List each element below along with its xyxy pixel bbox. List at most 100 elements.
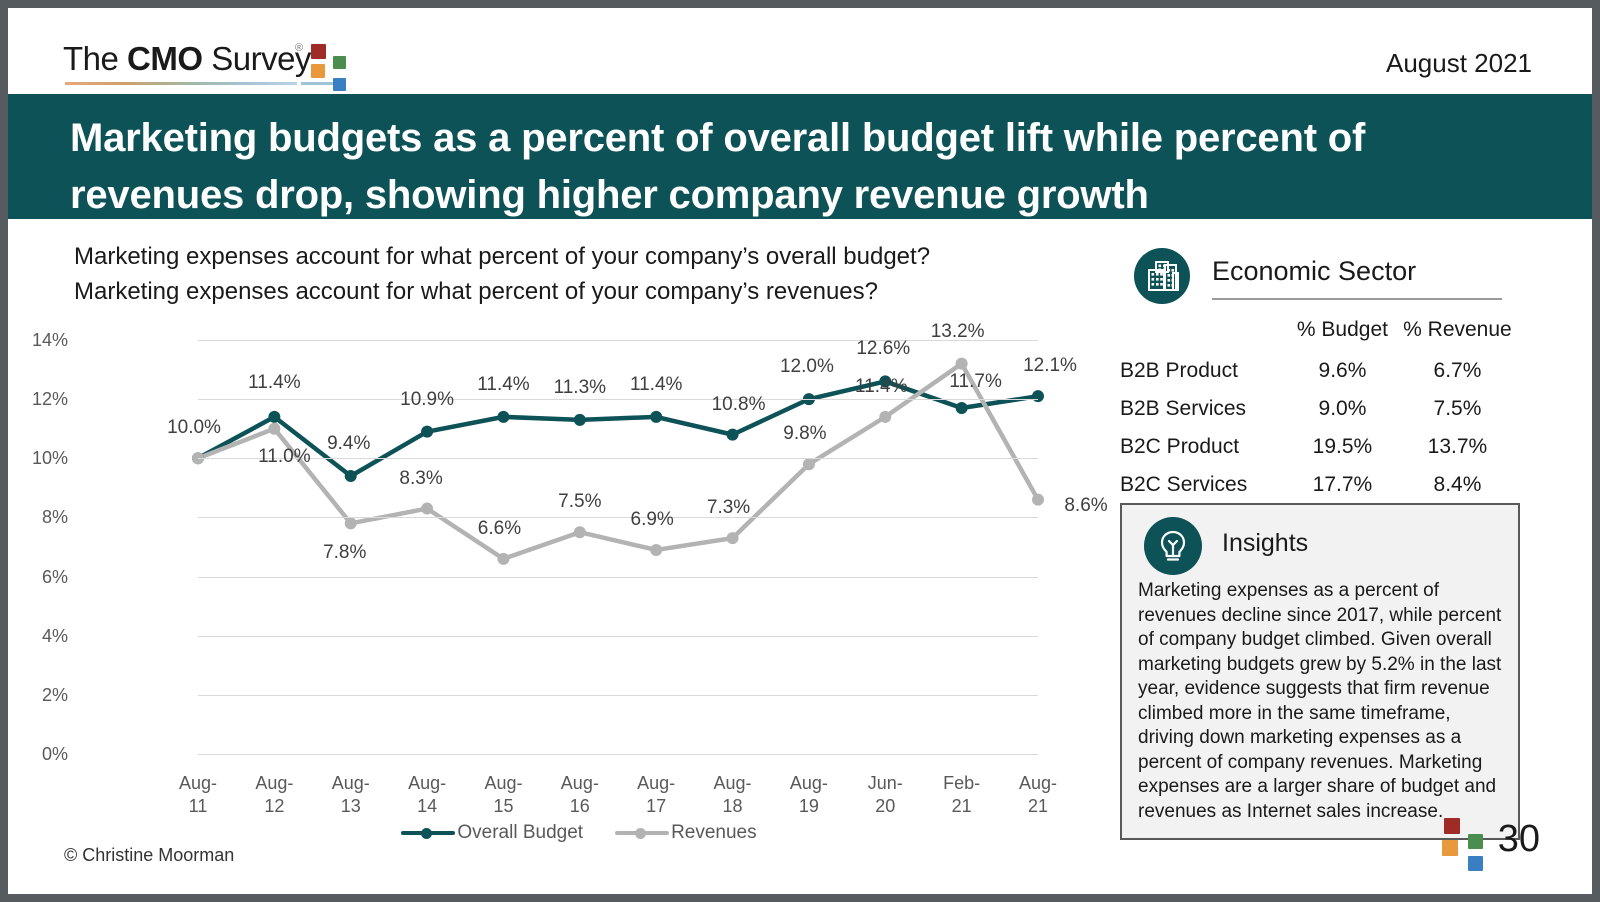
lightbulb-icon: [1144, 517, 1202, 575]
sector-row-budget: 17.7%: [1312, 473, 1373, 496]
logo-survey: Survey: [202, 40, 311, 77]
data-point-marker: [879, 375, 892, 388]
data-point-marker: [268, 410, 281, 423]
sector-row-budget: 9.0%: [1318, 397, 1367, 420]
legend-item[interactable]: Overall Budget: [401, 822, 583, 844]
data-point-marker: [497, 552, 510, 565]
chart-series-svg: [192, 357, 1044, 565]
legend-label: Overall Budget: [457, 822, 584, 843]
data-point-label: 10.9%: [400, 388, 455, 410]
x-axis-tick-line: Aug-: [560, 773, 599, 793]
x-axis-tick-label: Aug- 11: [163, 772, 233, 819]
data-point-marker: [955, 402, 968, 415]
y-axis-tick-label: 14%: [31, 330, 68, 350]
data-point-marker: [268, 422, 281, 435]
data-point-label: 13.2%: [930, 320, 985, 342]
economic-sector-title: Economic Sector: [1212, 256, 1417, 286]
data-point-label: 11.7%: [949, 371, 1002, 392]
data-point-marker: [1032, 493, 1044, 506]
legend-item[interactable]: Revenues: [615, 822, 757, 844]
chart-plot-area: [192, 340, 1044, 755]
x-axis-tick-line: 19: [798, 796, 819, 817]
page-number: 30: [1497, 818, 1540, 860]
y-axis-tick-label: 2%: [41, 684, 68, 705]
x-axis-tick-label: Aug- 21: [1003, 772, 1073, 819]
y-axis-tick-label: 0%: [41, 744, 68, 764]
x-axis-tick-line: 16: [569, 796, 590, 817]
sector-row-label: B2C Product: [1120, 435, 1240, 458]
survey-date: August 2021: [1385, 48, 1532, 78]
logo-underline: [65, 82, 297, 85]
data-point-marker: [879, 410, 892, 423]
data-point-marker: [344, 517, 357, 530]
data-point-label: 8.3%: [399, 467, 443, 489]
grid-line: [198, 576, 1038, 578]
grid-line: [198, 340, 1038, 341]
sector-row-budget: 19.5%: [1312, 435, 1373, 458]
data-point-label: 6.6%: [477, 517, 522, 539]
x-axis-tick-label: Aug- 15: [468, 772, 538, 819]
data-point-marker: [726, 532, 739, 545]
data-point-label: 12.1%: [1023, 355, 1077, 377]
y-axis-tick-label: 12%: [31, 389, 68, 410]
title-band: Marketing budgets as a percent of overal…: [8, 94, 1592, 219]
series-line-revenues: [198, 364, 1038, 559]
data-point-marker: [573, 526, 586, 539]
data-point-label: 7.3%: [706, 497, 751, 519]
sector-row-label: B2B Product: [1120, 359, 1238, 382]
data-point-label: 8.6%: [1064, 494, 1108, 516]
x-axis-tick-line: Aug-: [713, 773, 752, 793]
logo-the: The: [63, 40, 128, 77]
sector-row-revenue: 6.7%: [1433, 359, 1482, 382]
data-point-label: 9.4%: [327, 433, 371, 455]
page-square-orange-icon: [1442, 840, 1458, 856]
economic-sector-table: % Budget % Revenue B2B Product 9.6% 6.7% B2…: [1120, 314, 1520, 504]
data-point-label: 11.3%: [553, 376, 607, 398]
page-marker: 30: [1410, 812, 1540, 872]
question-line-2: Marketing expenses account for what perc…: [74, 277, 878, 305]
insights-title: Insights: [1222, 529, 1309, 557]
x-axis-tick-label: Jun- 20: [850, 772, 920, 819]
grid-line: [198, 635, 1038, 637]
registered-mark: ®: [295, 42, 304, 54]
x-axis-tick-line: 21: [951, 796, 972, 817]
grid-line: [198, 694, 1038, 696]
x-axis-tick-line: Feb-: [943, 773, 981, 793]
data-point-marker: [955, 357, 968, 370]
sector-row-revenue: 7.5%: [1433, 397, 1482, 420]
grid-line: [198, 517, 1038, 519]
data-point-label: 11.0%: [258, 445, 311, 467]
page-title: Marketing budgets as a percent of overal…: [70, 116, 1366, 217]
x-axis-tick-line: 15: [493, 796, 514, 817]
table-row: B2B Product 9.6% 6.7%: [1120, 352, 1520, 390]
insights-panel: Insights Marketing expenses as a percent…: [1120, 503, 1520, 840]
x-axis-tick-line: Aug-: [637, 773, 676, 793]
data-point-label: 11.4%: [477, 373, 530, 395]
table-row: B2B Services 9.0% 7.5%: [1120, 390, 1520, 428]
table-header-blank: [1120, 314, 1290, 352]
x-axis-tick-label: Aug- 18: [698, 772, 768, 819]
data-point-label: 11.4%: [629, 373, 683, 395]
data-point-label: 10.0%: [167, 417, 221, 439]
x-axis-tick-label: Aug- 13: [316, 772, 386, 819]
data-point-label: 9.8%: [783, 423, 827, 445]
x-axis-tick-line: Aug-: [789, 773, 828, 793]
data-point-marker: [650, 543, 663, 556]
x-axis-tick-line: 20: [875, 796, 896, 817]
logo-square-orange-icon: [311, 64, 325, 78]
x-axis-tick-label: Aug- 19: [774, 772, 844, 819]
grid-line: [198, 754, 1038, 755]
logo-underline-secondary: [301, 82, 339, 85]
table-row: B2C Product 19.5% 13.7%: [1120, 428, 1520, 466]
x-axis-tick-line: 21: [1027, 796, 1049, 817]
legend-swatch-icon: [615, 826, 670, 840]
table-header-budget: % Budget: [1296, 318, 1388, 341]
data-point-label: 11.4%: [855, 375, 908, 397]
x-axis-tick-line: Aug-: [484, 773, 523, 793]
cmo-survey-logo: The CMO Survey ®: [63, 38, 353, 91]
x-axis-tick-line: Aug-: [178, 773, 218, 793]
data-point-label: 6.9%: [630, 508, 674, 530]
y-axis-tick-label: 6%: [41, 566, 68, 587]
survey-questions: Marketing expenses account for what perc…: [74, 240, 930, 310]
